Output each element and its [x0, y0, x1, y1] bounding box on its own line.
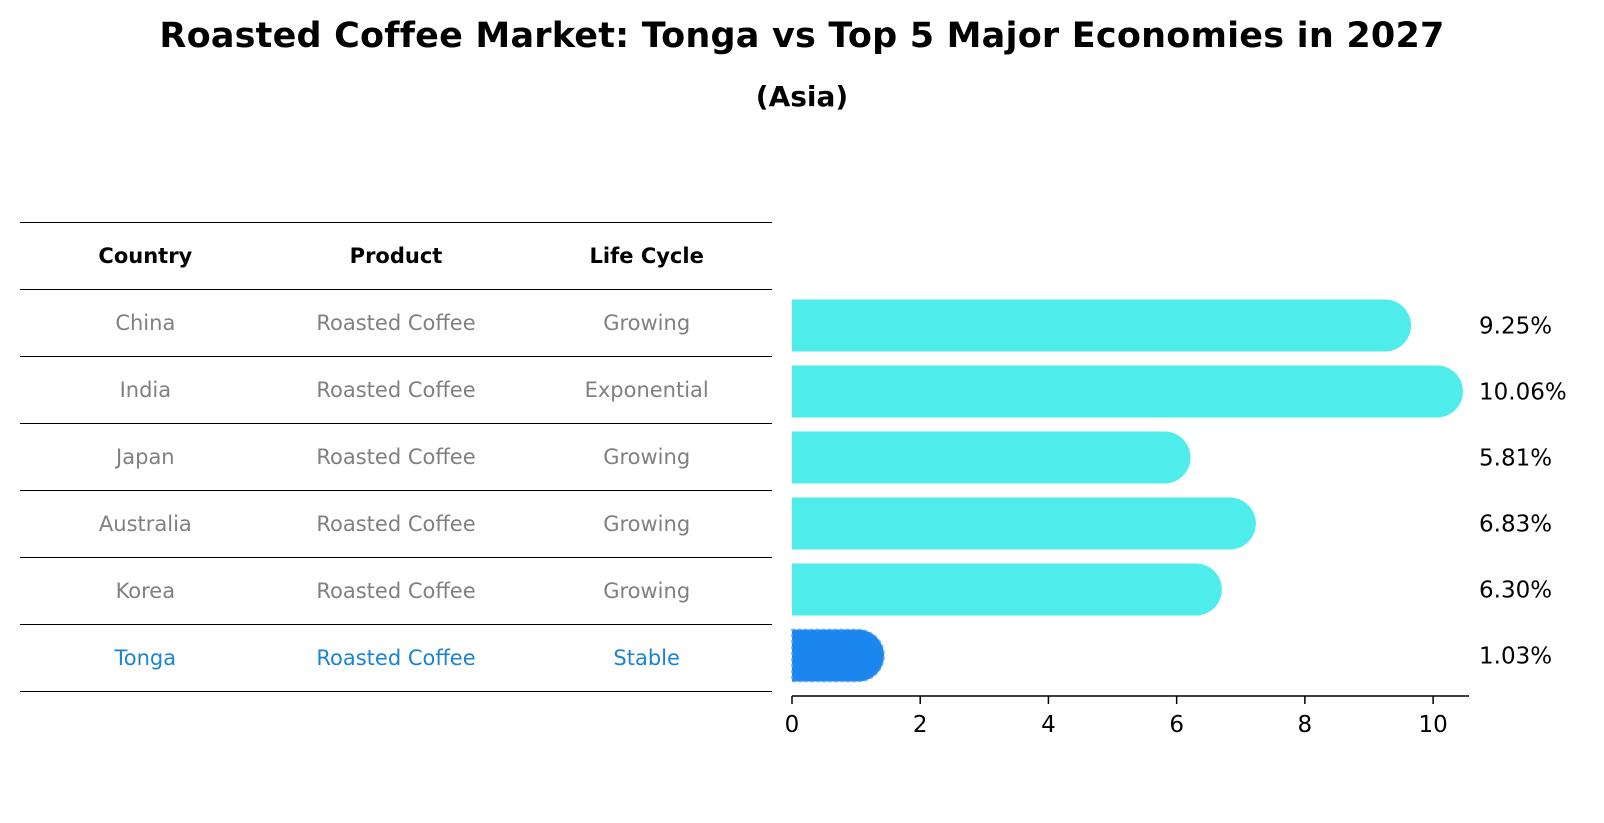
value-label-china: 9.25% — [1479, 314, 1552, 340]
product-cell: Roasted Coffee — [316, 378, 476, 402]
header-country: Country — [98, 244, 193, 268]
value-label-australia: 6.83% — [1479, 512, 1552, 538]
header-life-cycle: Life Cycle — [589, 244, 704, 268]
bar-australia — [792, 497, 1256, 550]
value-label-japan: 5.81% — [1479, 446, 1552, 472]
value-label-tonga: 1.03% — [1479, 644, 1552, 670]
x-tick-label-4: 4 — [1041, 712, 1056, 738]
chart-subtitle: (Asia) — [755, 80, 849, 113]
life-cycle-cell: Growing — [603, 512, 691, 536]
table-row: China Roasted Coffee Growing — [20, 289, 772, 356]
market-table: Country Product Life Cycle China Roasted… — [20, 222, 772, 692]
table-row: Korea Roasted Coffee Growing — [20, 557, 772, 624]
header-product: Product — [349, 244, 443, 268]
life-cycle-cell: Growing — [603, 445, 691, 469]
life-cycle-cell: Growing — [603, 579, 691, 603]
country-cell: India — [119, 378, 172, 402]
x-tick-label-8: 8 — [1298, 712, 1313, 738]
country-cell: Australia — [98, 512, 192, 536]
country-cell: Tonga — [114, 646, 177, 670]
table-row-highlight: Tonga Roasted Coffee Stable — [20, 624, 772, 692]
product-cell: Roasted Coffee — [316, 311, 476, 335]
x-tick-label-2: 2 — [913, 712, 928, 738]
country-cell: China — [115, 311, 176, 335]
life-cycle-cell: Stable — [613, 646, 680, 670]
product-cell: Roasted Coffee — [316, 512, 476, 536]
table-row: Japan Roasted Coffee Growing — [20, 423, 772, 490]
life-cycle-cell: Exponential — [584, 378, 709, 402]
product-cell: Roasted Coffee — [316, 646, 476, 670]
product-cell: Roasted Coffee — [316, 445, 476, 469]
bar-japan — [792, 431, 1191, 484]
country-cell: Korea — [115, 579, 176, 603]
table-header-row: Country Product Life Cycle — [20, 222, 772, 289]
product-cell: Roasted Coffee — [316, 579, 476, 603]
x-tick-label-10: 10 — [1418, 712, 1447, 738]
x-tick-label-0: 0 — [785, 712, 800, 738]
bar-tonga — [791, 628, 885, 683]
life-cycle-cell: Growing — [603, 311, 691, 335]
bar-india — [792, 365, 1463, 418]
bar-china — [792, 299, 1412, 352]
chart-title: Roasted Coffee Market: Tonga vs Top 5 Ma… — [159, 16, 1445, 56]
value-label-korea: 6.30% — [1479, 578, 1552, 604]
value-label-india: 10.06% — [1479, 380, 1567, 406]
x-tick-label-6: 6 — [1169, 712, 1184, 738]
table-row: Australia Roasted Coffee Growing — [20, 490, 772, 557]
country-cell: Japan — [116, 445, 175, 469]
table-row: India Roasted Coffee Exponential — [20, 356, 772, 423]
bar-korea — [792, 563, 1222, 616]
